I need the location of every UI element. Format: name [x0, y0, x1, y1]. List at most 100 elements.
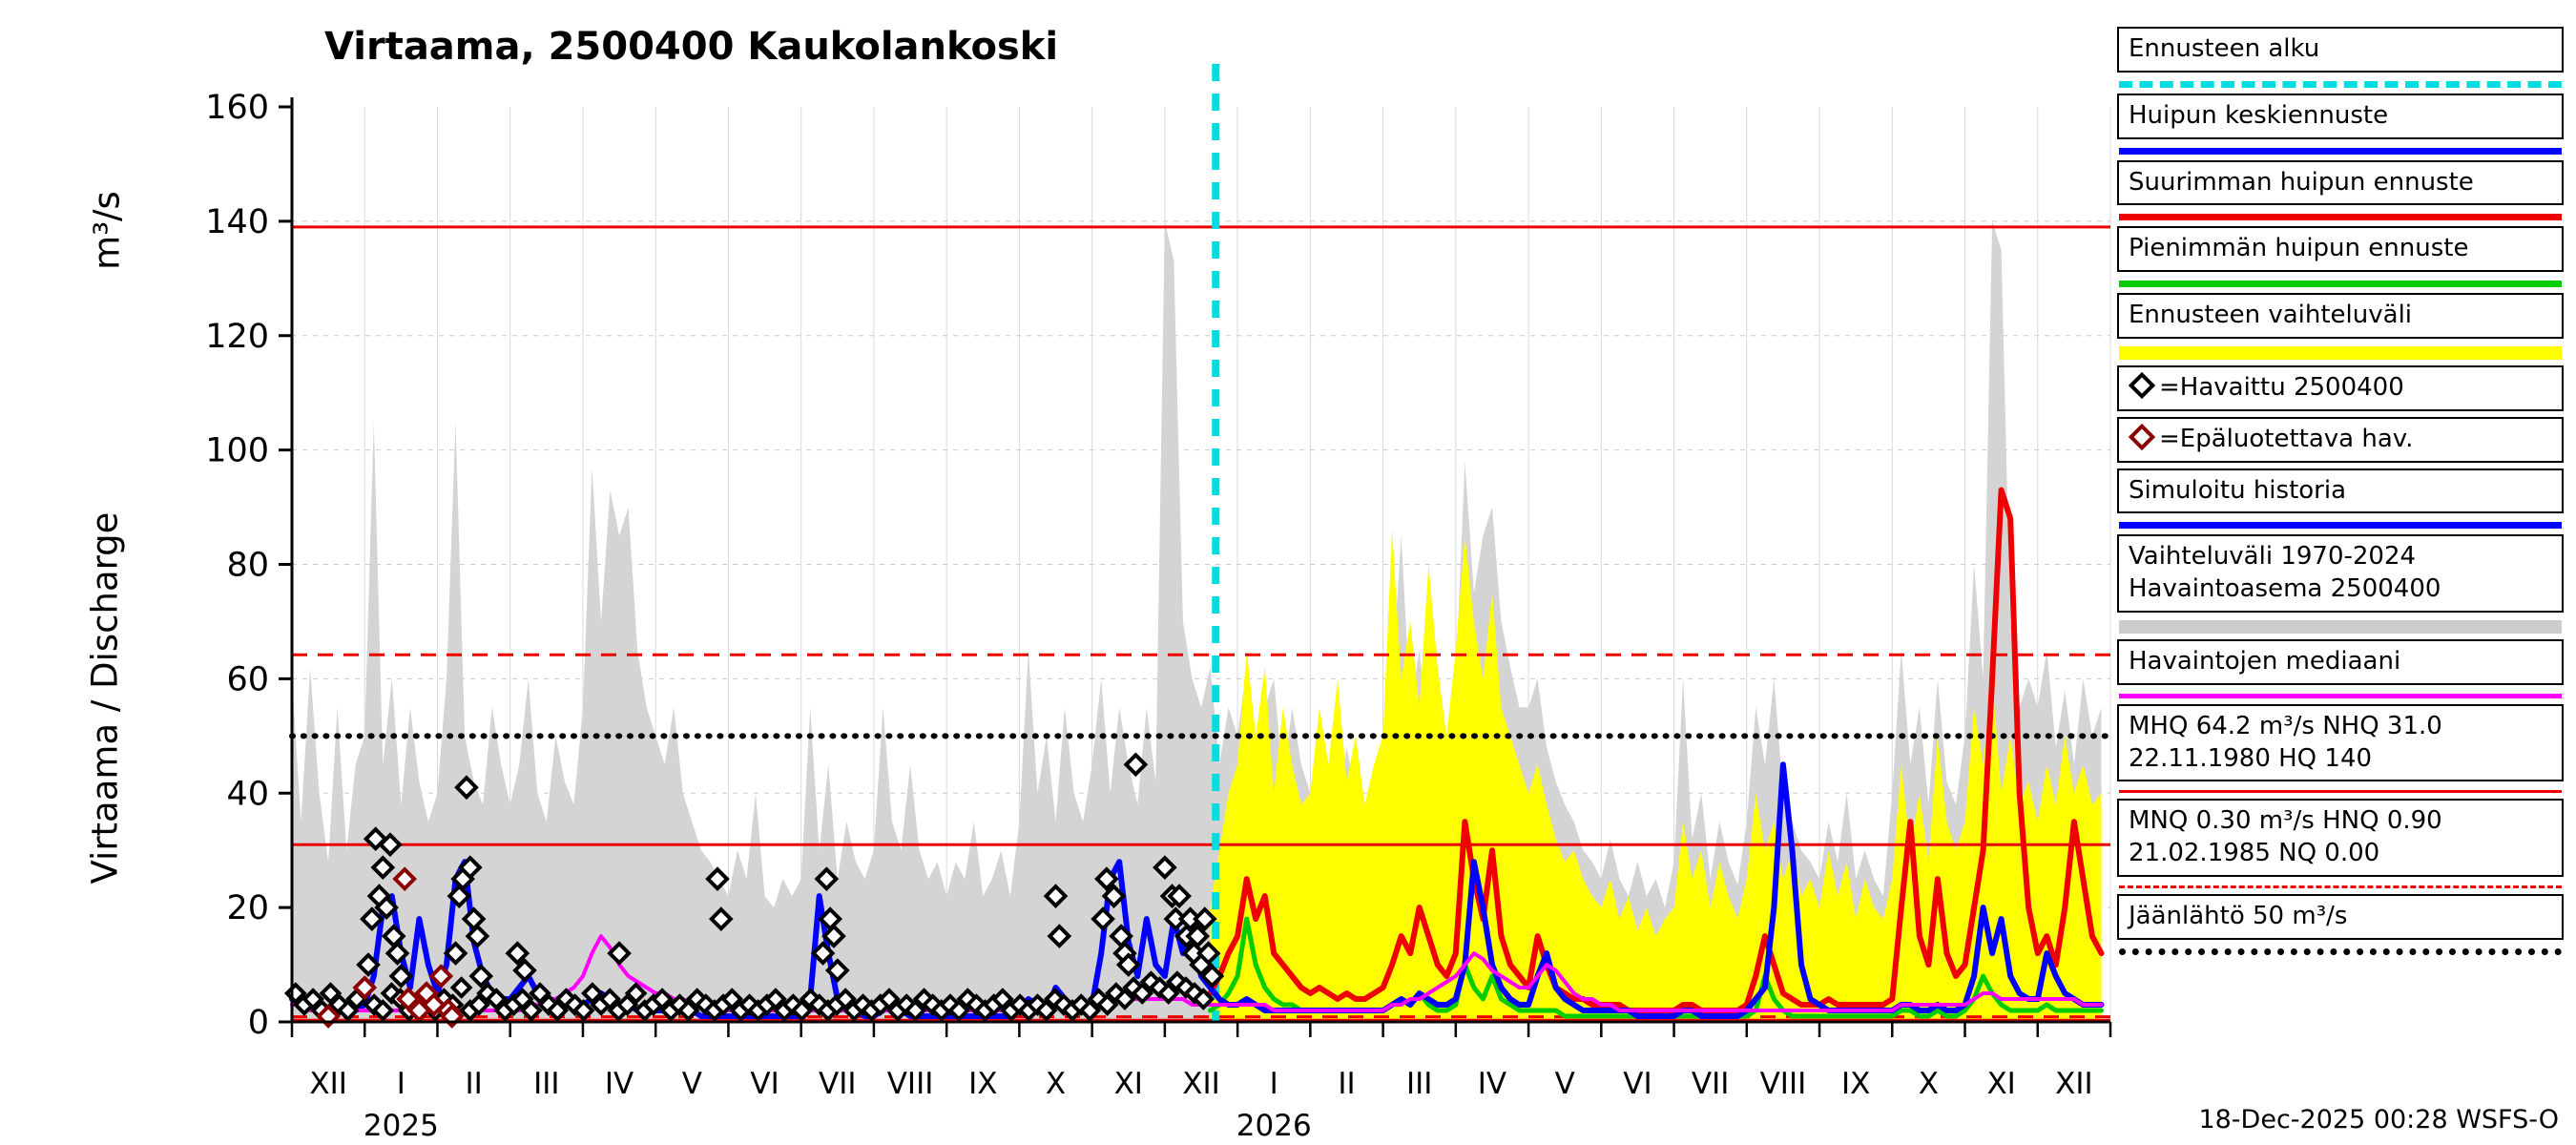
unreliable-observation-diamond [316, 1004, 341, 1029]
month-label: XI [1986, 1067, 2015, 1101]
legend-label-box: Havaintojen mediaani [2117, 638, 2564, 685]
observation-diamond [571, 999, 595, 1022]
observation-diamond [1123, 752, 1149, 778]
observation-diamond [781, 993, 805, 1016]
timestamp-watermark: 18-Dec-2025 00:28 WSFS-O [2198, 1105, 2559, 1135]
legend-item-2: Suurimman huipun ennuste [2117, 159, 2564, 221]
unreliable-observation-diamond [396, 987, 421, 1011]
legend-text: Suurimman huipun ennuste [2129, 167, 2474, 197]
legend-item-11: MNQ 0.30 m³/s HNQ 0.90 21.02.1985 NQ 0.00 [2117, 799, 2564, 888]
observation-diamond [374, 895, 399, 920]
month-label: V [1555, 1067, 1575, 1101]
month-label: VIII [887, 1067, 934, 1101]
legend-label-box: =Havaittu 2500400 [2117, 364, 2564, 411]
observation-diamond [356, 952, 381, 977]
observation-diamond [1078, 999, 1102, 1022]
month-label: VII [1692, 1067, 1730, 1101]
observation-diamond [1153, 855, 1177, 880]
observation-diamond [1047, 924, 1072, 948]
y-tick-label: 0 [248, 1004, 269, 1042]
month-label: XII [2055, 1067, 2093, 1101]
observation-diamond [799, 988, 822, 1010]
observation-diamond [468, 964, 494, 989]
observation-diamond [1026, 993, 1049, 1016]
observation-diamond [790, 999, 814, 1022]
observation-diamond [467, 993, 490, 1016]
legend-sample-line [2119, 80, 2562, 88]
legend-label-box: Jäänlähtö 50 m³/s [2117, 893, 2564, 940]
observation-diamond [1183, 982, 1206, 1005]
legend-label-box: MHQ 64.2 m³/s NHQ 31.0 22.11.1980 HQ 140 [2117, 703, 2564, 782]
year-label: 2026 [1236, 1109, 1312, 1143]
month-label: VII [819, 1067, 857, 1101]
observation-diamond [457, 855, 483, 880]
legend-text: Simuloitu historia [2129, 475, 2347, 505]
legend-label-box: Pienimmän huipun ennuste [2117, 226, 2564, 273]
observation-diamond [814, 866, 840, 891]
legend-label-box: Ennusteen alku [2117, 27, 2564, 73]
observation-diamond [824, 958, 850, 983]
month-label: VIII [1760, 1067, 1807, 1101]
observation-diamond [1122, 976, 1145, 999]
y-tick-label: 100 [205, 432, 269, 470]
legend-item-8: Vaihteluväli 1970-2024 Havaintoasema 2500… [2117, 534, 2564, 634]
y-tick-label: 20 [226, 889, 269, 927]
observation-diamond [705, 866, 730, 891]
observation-diamond [607, 941, 632, 966]
legend-text: 22.11.1980 HQ 140 [2129, 743, 2373, 773]
observation-diamond [1167, 884, 1192, 908]
observation-diamond [912, 988, 936, 1010]
observation-diamond [1043, 884, 1069, 908]
legend-label-box: Ennusteen vaihteluväli [2117, 293, 2564, 339]
observation-diamond [370, 855, 396, 880]
observation-diamond [454, 775, 479, 801]
legend-sample-line [2119, 619, 2562, 634]
unreliable-observation-diamond [439, 1004, 465, 1029]
observation-diamond [834, 988, 858, 1010]
observation-diamond [301, 988, 324, 1010]
legend-sample-line [2119, 522, 2562, 530]
observation-diamond [554, 988, 578, 1010]
month-label: IV [1478, 1067, 1506, 1101]
observation-diamond [1091, 906, 1115, 931]
observation-diamond [447, 884, 472, 908]
legend-text: MNQ 0.30 m³/s HNQ 0.90 [2129, 806, 2442, 836]
legend-sample-line [2119, 885, 2562, 888]
observation-diamond [651, 988, 674, 1010]
legend-text: Jäänlähtö 50 m³/s [2129, 901, 2348, 930]
legend-text: =Epäluotettava hav. [2159, 424, 2414, 453]
observation-diamond [1043, 988, 1067, 1010]
month-label: V [682, 1067, 702, 1101]
legend-label-box: MNQ 0.30 m³/s HNQ 0.90 21.02.1985 NQ 0.00 [2117, 799, 2564, 877]
observation-diamond [904, 999, 927, 1022]
month-label: X [1046, 1067, 1066, 1101]
month-label: IV [605, 1067, 634, 1101]
observation-diamond [668, 993, 692, 1016]
observation-diamond [384, 941, 410, 966]
observation-diamond [510, 988, 534, 1010]
legend-item-12: Jäänlähtö 50 m³/s [2117, 893, 2564, 955]
observation-diamond [947, 999, 970, 1022]
legend-item-10: MHQ 64.2 m³/s NHQ 31.0 22.11.1980 HQ 140 [2117, 703, 2564, 794]
month-label: IX [968, 1067, 997, 1101]
observation-diamond [1101, 884, 1127, 908]
observation-diamond [465, 924, 490, 948]
legend-label-box: Huipun keskiennuste [2117, 93, 2564, 139]
legend-label-box: Suurimman huipun ennuste [2117, 159, 2564, 206]
legend-text: Vaihteluväli 1970-2024 [2129, 542, 2417, 572]
legend-text: Ennusteen vaihteluväli [2129, 301, 2413, 330]
month-label: III [1406, 1067, 1432, 1101]
observed-diamond-icon [2128, 371, 2156, 400]
observation-diamond [360, 906, 384, 931]
observation-diamond [563, 993, 587, 1016]
area-forecast-range [1210, 530, 2102, 1022]
y-tick-label: 120 [205, 318, 269, 356]
month-label: VI [750, 1067, 779, 1101]
legend-item-1: Huipun keskiennuste [2117, 93, 2564, 155]
year-label: 2025 [364, 1109, 439, 1143]
observation-diamond [1199, 964, 1225, 989]
observation-diamond [685, 988, 709, 1010]
legend-text: Pienimmän huipun ennuste [2129, 234, 2469, 263]
observation-diamond [676, 999, 700, 1022]
